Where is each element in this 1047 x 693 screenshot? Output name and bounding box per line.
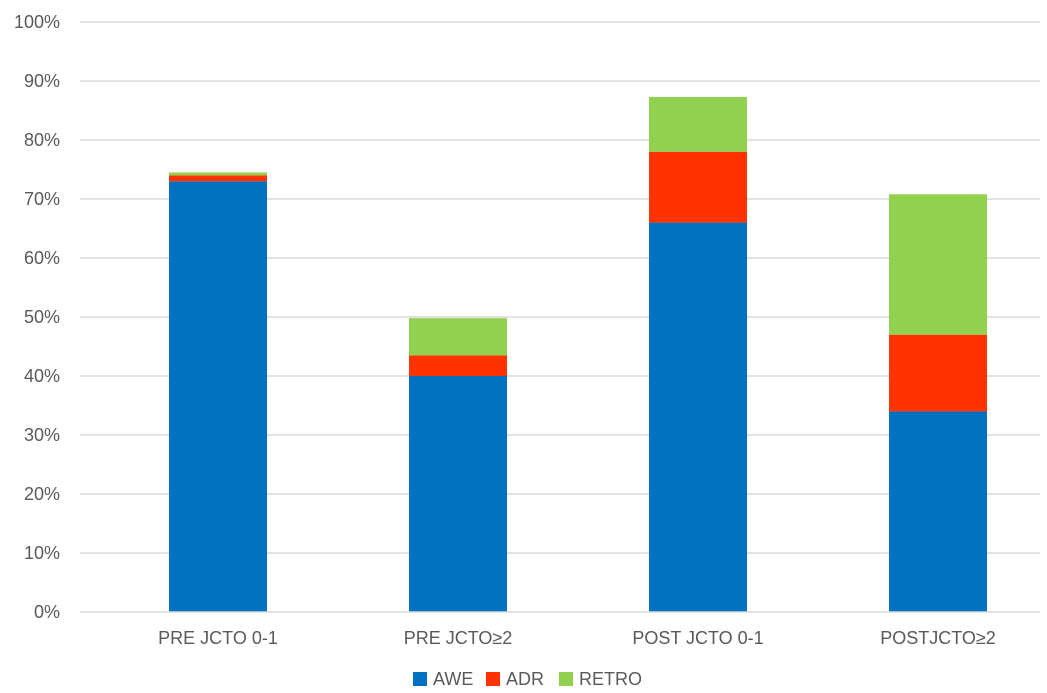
legend-item-retro: RETRO <box>559 669 642 689</box>
bar-segment-retro <box>649 96 747 152</box>
legend-swatch <box>486 672 500 686</box>
legend-label: RETRO <box>579 669 642 689</box>
legend-label: ADR <box>506 669 544 689</box>
y-tick-label: 70% <box>24 189 60 209</box>
legend-item-adr: ADR <box>486 669 544 689</box>
y-tick-label: 10% <box>24 543 60 563</box>
x-category-label: PRE JCTO≥2 <box>404 628 513 648</box>
y-tick-label: 80% <box>24 130 60 150</box>
bar-segment-retro <box>409 318 507 356</box>
x-category-label: PRE JCTO 0-1 <box>158 628 278 648</box>
x-axis-category-labels: PRE JCTO 0-1 PRE JCTO≥2 POST JCTO 0-1 POSTJ… <box>158 628 996 648</box>
bar-segment-retro <box>169 172 267 176</box>
y-tick-label: 0% <box>34 602 60 622</box>
x-category-label: POSTJCTO≥2 <box>880 628 996 648</box>
bar-segment-adr <box>889 334 987 412</box>
bar-segment-awe <box>889 411 987 612</box>
bar-segment-adr <box>169 175 267 182</box>
y-tick-label: 20% <box>24 484 60 504</box>
y-tick-label: 50% <box>24 307 60 327</box>
x-category-label: POST JCTO 0-1 <box>632 628 763 648</box>
y-tick-label: 30% <box>24 425 60 445</box>
bars <box>169 96 987 613</box>
y-tick-label: 60% <box>24 248 60 268</box>
legend-item-awe: AWE <box>413 669 473 689</box>
legend-swatch <box>559 672 573 686</box>
bar-segment-retro <box>889 194 987 335</box>
bar-segment-adr <box>649 151 747 223</box>
y-tick-label: 100% <box>14 12 60 32</box>
bar-segment-awe <box>169 181 267 613</box>
bar-segment-adr <box>409 355 507 376</box>
y-tick-label: 40% <box>24 366 60 386</box>
legend-label: AWE <box>433 669 473 689</box>
bar-segment-awe <box>409 376 507 612</box>
bar-segment-awe <box>649 222 747 612</box>
legend: AWE ADR RETRO <box>413 669 642 689</box>
legend-swatch <box>413 672 427 686</box>
y-tick-label: 90% <box>24 71 60 91</box>
y-axis-tick-labels: 0% 10% 20% 30% 40% 50% 60% 70% 80% 90% 100% <box>14 12 60 622</box>
